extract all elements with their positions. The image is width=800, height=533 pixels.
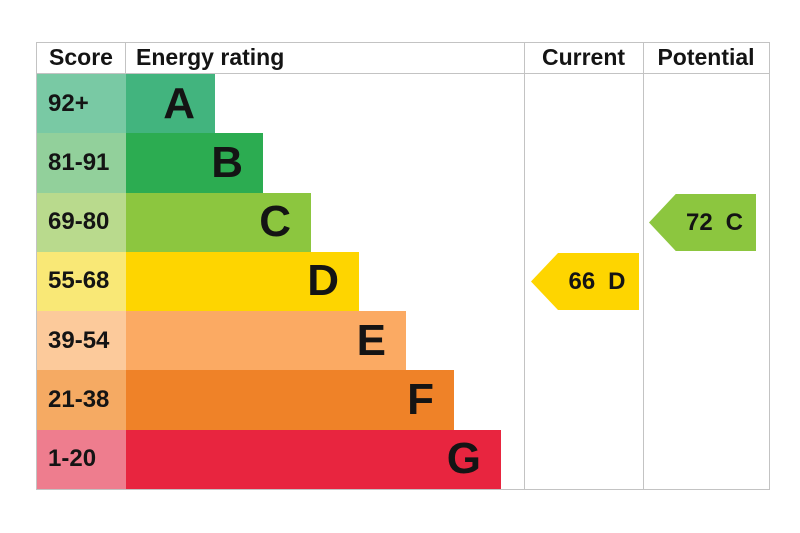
score-range-g: 1-20 — [37, 429, 126, 489]
band-row-e: 39-54 E — [37, 311, 769, 371]
potential-rating-score: 72 — [685, 208, 713, 236]
band-letter-a: A — [163, 78, 195, 128]
current-column-divider — [524, 43, 525, 489]
table-header-row: Score Energy rating Current Potential — [37, 43, 769, 74]
band-letter-f: F — [407, 375, 434, 425]
energy-rating-column-header: Energy rating — [136, 44, 285, 70]
band-rows: 92+ A 81-91 B 69-80 C 55-68 D — [37, 74, 769, 489]
band-row-d: 55-68 D — [37, 251, 769, 312]
rating-bar-d: D — [126, 251, 359, 312]
rating-bar-e: E — [126, 311, 406, 371]
score-column-header: Score — [37, 43, 126, 73]
rating-bar-c: C — [126, 192, 311, 252]
score-range-f: 21-38 — [37, 370, 126, 430]
potential-column-header: Potential — [657, 44, 755, 70]
score-range-d: 55-68 — [37, 251, 126, 312]
current-rating-arrow: 66 D — [531, 253, 639, 310]
band-row-f: 21-38 F — [37, 370, 769, 430]
score-range-b: 81-91 — [37, 133, 126, 193]
score-range-c: 69-80 — [37, 192, 126, 252]
band-letter-b: B — [211, 137, 243, 187]
potential-rating-band: C — [725, 208, 744, 236]
band-row-b: 81-91 B — [37, 133, 769, 193]
score-range-a: 92+ — [37, 74, 126, 134]
band-row-a: 92+ A — [37, 74, 769, 134]
epc-table: Score Energy rating Current Potential 92… — [36, 42, 770, 490]
band-letter-d: D — [307, 256, 339, 306]
rating-bar-a: A — [126, 74, 215, 134]
potential-column-divider — [643, 43, 644, 489]
rating-bar-b: B — [126, 133, 263, 193]
rating-bar-f: F — [126, 370, 454, 430]
score-range-e: 39-54 — [37, 311, 126, 371]
current-rating-band: D — [608, 267, 626, 295]
current-column-header: Current — [541, 44, 626, 70]
band-letter-c: C — [259, 197, 291, 247]
current-rating-score: 66 — [568, 267, 596, 295]
band-row-g: 1-20 G — [37, 429, 769, 489]
band-letter-e: E — [356, 315, 386, 365]
rating-bar-g: G — [126, 429, 501, 489]
band-letter-g: G — [446, 434, 481, 484]
band-row-c: 69-80 C — [37, 192, 769, 252]
